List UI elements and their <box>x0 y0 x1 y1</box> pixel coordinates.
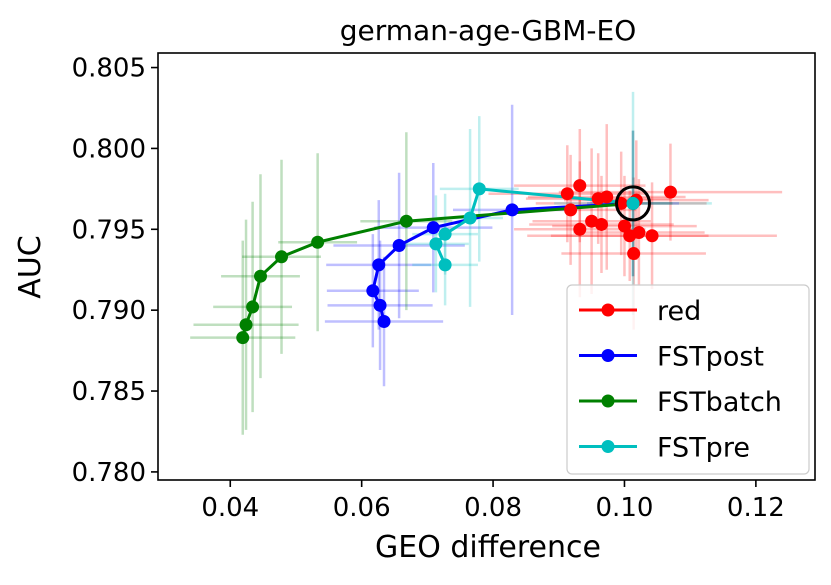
data-point-red <box>573 179 587 193</box>
data-point-FSTbatch <box>246 300 260 314</box>
axes-frame <box>157 52 816 481</box>
data-point-FSTpre <box>626 196 640 210</box>
plot-area: 0.04 0.06 0.08 0.10 0.12 0.780 0.785 0.790 0.795… <box>72 52 816 523</box>
data-point-red <box>594 217 608 231</box>
legend-label-FSTpost: FSTpost <box>657 342 764 373</box>
data-marks <box>190 91 783 435</box>
data-point-red <box>645 229 659 243</box>
data-point-red <box>600 190 614 204</box>
data-point-red <box>617 219 631 233</box>
data-point-FSTpre <box>438 258 452 272</box>
data-point-FSTpre <box>438 227 452 241</box>
y-tick-label: 0.795 <box>72 215 146 245</box>
legend-marker-FSTbatch <box>601 394 615 408</box>
legend-label-FSTpre: FSTpre <box>657 433 750 464</box>
data-point-FSTbatch <box>399 214 413 228</box>
legend-marker-FSTpre <box>601 440 615 453</box>
legend-marker-red <box>601 303 615 317</box>
y-tick-label: 0.780 <box>72 458 146 488</box>
x-tick-label: 0.10 <box>596 493 654 523</box>
data-point-FSTpre <box>429 237 443 251</box>
y-tick-label: 0.785 <box>72 377 146 407</box>
y-tick-label: 0.805 <box>72 54 146 84</box>
y-tick-label: 0.800 <box>72 134 146 164</box>
data-point-FSTbatch <box>239 318 253 332</box>
data-point-FSTbatch <box>311 235 325 249</box>
data-point-FSTpost <box>426 221 440 235</box>
legend-label-red: red <box>657 296 701 327</box>
x-tick-label: 0.12 <box>727 493 785 523</box>
legend-box <box>566 284 810 475</box>
data-point-FSTpost <box>373 298 387 312</box>
data-point-FSTbatch <box>236 331 250 345</box>
y-tick-label: 0.790 <box>72 296 146 326</box>
x-tick-label: 0.06 <box>333 493 391 523</box>
data-point-red <box>585 214 599 228</box>
legend: red FSTpost FSTbatch FSTpre <box>566 284 810 475</box>
x-tick-label: 0.04 <box>201 493 259 523</box>
highlight-circle <box>615 185 652 222</box>
y-axis-label: AUC <box>13 235 48 298</box>
x-axis-label: GEO difference <box>375 530 601 565</box>
data-point-FSTpost <box>392 238 406 252</box>
data-point-red <box>632 226 646 240</box>
legend-label-FSTbatch: FSTbatch <box>657 387 782 418</box>
data-point-FSTpre <box>463 211 477 225</box>
data-point-red <box>573 222 587 236</box>
chart-title: german-age-GBM-EO <box>340 14 637 47</box>
data-point-FSTbatch <box>275 250 289 264</box>
data-point-FSTbatch <box>253 269 267 283</box>
data-point-FSTpost <box>377 314 391 328</box>
data-point-red <box>564 203 578 217</box>
x-tick-label: 0.08 <box>464 493 522 523</box>
data-point-red <box>663 185 677 199</box>
data-point-FSTpre <box>472 182 486 196</box>
legend-marker-FSTpost <box>601 349 615 362</box>
data-point-red <box>627 247 641 261</box>
data-point-FSTpost <box>505 203 519 217</box>
data-point-FSTpost <box>366 284 380 298</box>
data-point-red <box>560 187 574 201</box>
data-point-FSTpost <box>372 258 386 272</box>
